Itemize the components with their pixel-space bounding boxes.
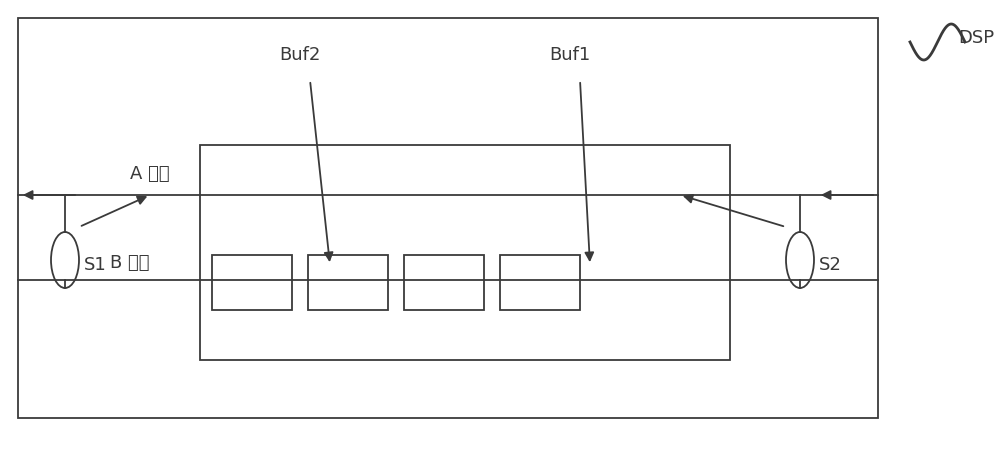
Text: Buf2: Buf2 bbox=[279, 46, 321, 64]
Text: A 通道: A 通道 bbox=[130, 165, 170, 183]
Ellipse shape bbox=[786, 232, 814, 288]
Bar bbox=[308, 255, 388, 310]
Bar bbox=[18, 18, 878, 418]
Text: S2: S2 bbox=[819, 256, 842, 274]
Bar bbox=[404, 255, 484, 310]
Bar bbox=[200, 145, 730, 360]
Text: S1: S1 bbox=[84, 256, 107, 274]
Bar bbox=[212, 255, 292, 310]
Ellipse shape bbox=[51, 232, 79, 288]
Bar bbox=[500, 255, 580, 310]
Text: DSP: DSP bbox=[958, 29, 994, 47]
Text: Buf1: Buf1 bbox=[549, 46, 591, 64]
Text: B 通道: B 通道 bbox=[110, 254, 150, 272]
